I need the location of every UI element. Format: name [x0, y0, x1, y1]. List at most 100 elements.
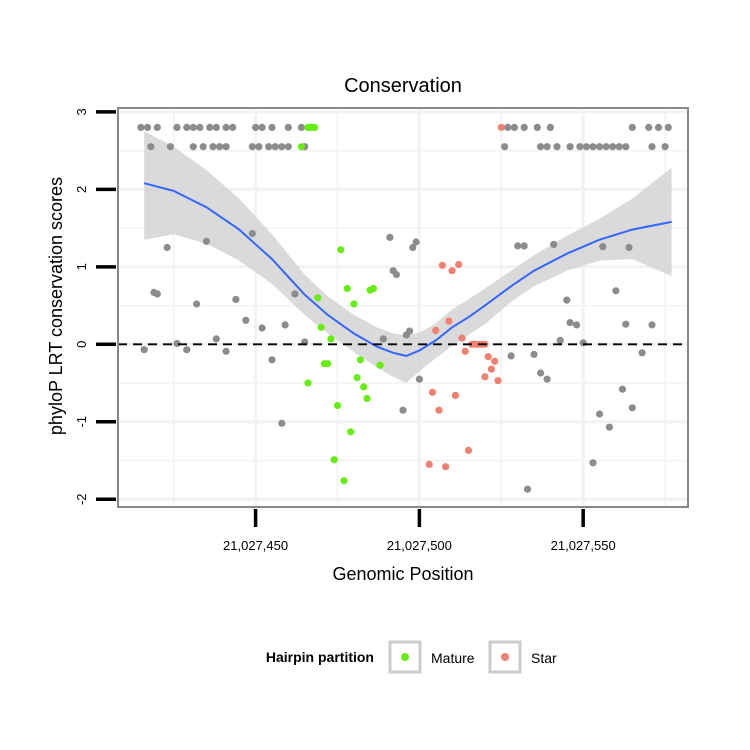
legend-label: Mature	[431, 650, 475, 666]
data-point-other	[153, 290, 161, 298]
data-point-other	[409, 243, 417, 252]
data-point-mature	[363, 394, 371, 403]
x-tick-label: 21,027,500	[387, 538, 452, 553]
data-point-mature	[350, 300, 358, 308]
data-point-mature	[337, 246, 345, 254]
data-point-other	[520, 242, 528, 250]
data-point-other	[530, 350, 538, 358]
data-point-star	[442, 463, 450, 471]
data-point-mature	[304, 379, 312, 387]
data-point-other	[222, 143, 230, 151]
data-point-other	[229, 123, 237, 131]
data-point-other	[297, 123, 305, 131]
data-point-other	[196, 123, 204, 131]
data-point-star	[435, 406, 443, 414]
data-point-other	[510, 123, 518, 131]
data-point-mature	[347, 428, 355, 436]
data-point-other	[501, 143, 509, 151]
data-point-other	[199, 143, 207, 151]
legend-key-dot	[501, 653, 509, 661]
data-point-mature	[340, 477, 348, 485]
data-point-other	[278, 419, 286, 427]
data-point-other	[268, 123, 276, 131]
data-point-other	[504, 123, 512, 131]
data-point-other	[399, 406, 407, 414]
x-tick-label: 21,027,550	[551, 538, 616, 553]
data-point-other	[537, 143, 545, 151]
data-point-other	[163, 243, 171, 252]
x-axis-title: Genomic Position	[332, 564, 473, 584]
data-point-other	[258, 324, 266, 332]
data-point-other	[281, 321, 289, 329]
data-point-other	[183, 123, 191, 131]
data-point-star	[438, 261, 446, 269]
data-point-other	[533, 123, 541, 131]
confidence-band	[144, 131, 672, 383]
data-point-other	[153, 123, 161, 131]
legend-title: Hairpin partition	[266, 649, 374, 665]
data-point-other	[406, 327, 414, 335]
data-point-other	[553, 143, 561, 151]
data-point-mature	[314, 294, 322, 302]
data-point-star	[491, 357, 499, 365]
data-point-other	[622, 143, 630, 151]
data-point-mature	[327, 335, 335, 343]
data-point-other	[206, 123, 214, 131]
legend-item-star: Star	[488, 640, 557, 674]
data-point-other	[638, 349, 646, 357]
data-point-other	[209, 143, 217, 151]
data-point-other	[183, 346, 191, 354]
data-point-other	[573, 321, 581, 329]
data-point-other	[596, 143, 604, 151]
data-point-other	[202, 237, 210, 245]
data-point-other	[576, 143, 584, 151]
data-point-other	[242, 316, 250, 324]
y-axis-title: phyloP LRT conservation scores	[46, 177, 66, 435]
data-point-other	[537, 369, 545, 377]
data-point-other	[284, 123, 292, 131]
x-tick-label: 21,027,450	[223, 538, 288, 553]
data-point-other	[166, 143, 174, 151]
data-point-other	[252, 123, 260, 131]
data-point-other	[648, 143, 656, 151]
data-point-star	[487, 365, 495, 373]
data-point-other	[520, 123, 528, 131]
data-point-other	[618, 385, 627, 393]
data-point-mature	[369, 284, 378, 293]
data-point-star	[494, 377, 502, 385]
data-point-other	[248, 229, 256, 238]
data-point-other	[566, 143, 574, 151]
plot-area: -2 -1 0 1 2 3 21,027,450 21,027,500 21,027,550	[74, 107, 689, 553]
data-point-star	[461, 347, 469, 355]
data-point-other	[189, 123, 197, 131]
data-point-other	[550, 240, 558, 248]
data-point-star	[481, 373, 489, 381]
data-point-other	[622, 320, 630, 328]
data-point-other	[147, 143, 155, 151]
data-point-other	[628, 404, 636, 412]
data-point-other	[556, 336, 564, 344]
data-point-other	[284, 143, 292, 151]
data-point-other	[648, 321, 656, 329]
data-point-mature	[356, 356, 364, 364]
data-point-other	[212, 123, 220, 131]
data-point-other	[392, 271, 400, 279]
data-point-other	[612, 287, 620, 295]
data-point-other	[271, 143, 279, 151]
data-point-mature	[317, 323, 325, 331]
data-point-other	[563, 296, 571, 304]
data-point-mature	[324, 360, 332, 368]
data-point-other	[628, 123, 636, 131]
data-point-other	[222, 123, 230, 131]
data-point-star	[432, 326, 440, 334]
data-point-other	[173, 123, 181, 131]
data-point-mature	[333, 401, 342, 410]
data-point-other	[596, 410, 604, 418]
data-point-other	[664, 123, 672, 131]
legend-label: Star	[531, 650, 557, 666]
data-point-mature	[343, 284, 351, 293]
data-point-other	[268, 356, 276, 364]
data-point-other	[143, 123, 152, 131]
data-point-mature	[353, 374, 361, 382]
